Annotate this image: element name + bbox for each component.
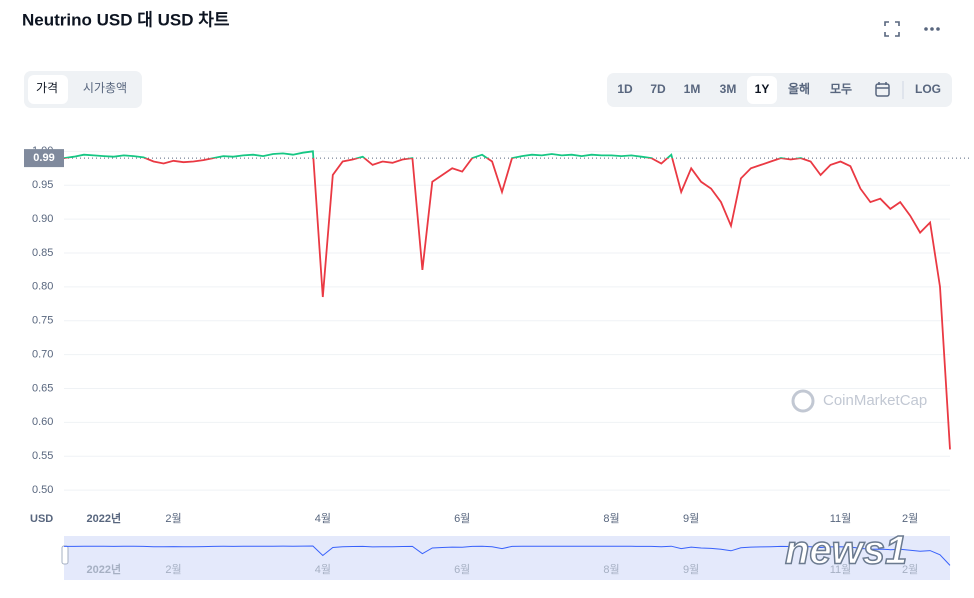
y-tick-label: 0.95 xyxy=(32,179,53,191)
x-tick-label: 11월 xyxy=(830,512,852,525)
navigator-tick-label: 9월 xyxy=(683,563,699,576)
range-group xyxy=(607,73,952,107)
log-button[interactable]: LOG xyxy=(915,82,941,96)
x-tick-label: 6월 xyxy=(454,512,470,525)
chart-title: Neutrino USD 대 USD 차트 xyxy=(22,10,230,29)
y-tick-label: 0.70 xyxy=(32,348,53,360)
news-watermark: news1 xyxy=(785,529,907,573)
watermark-logo xyxy=(791,389,815,413)
y-tick-label: 0.55 xyxy=(32,450,53,462)
range-active-bg xyxy=(747,76,777,104)
range-button[interactable]: 1M xyxy=(684,82,701,96)
y-tick-label: 0.65 xyxy=(32,382,53,394)
tab-active-bg xyxy=(28,75,68,104)
y-tick-label: 0.50 xyxy=(32,484,53,496)
range-button[interactable]: 1D xyxy=(617,82,633,96)
navigator-tick-label: 11월 xyxy=(830,563,852,576)
y-tick-label: 0.90 xyxy=(32,213,53,225)
x-tick-label: 2월 xyxy=(165,512,181,525)
price-badge-label: 0.99 xyxy=(33,152,54,164)
price-line-above xyxy=(63,150,804,159)
range-button[interactable]: 3M xyxy=(720,82,737,96)
navigator-line xyxy=(64,545,951,566)
x-tick-label: 8월 xyxy=(603,512,619,525)
tab[interactable]: 가격 xyxy=(36,81,58,95)
y-tick-label: 0.60 xyxy=(32,416,53,428)
navigator-tick-label: 6월 xyxy=(454,563,470,576)
navigator-tick-label: 2022년 xyxy=(87,562,122,576)
chart: 0.50 0.55 0.60 0.65 0.70 0.75 0.80 0.85 0.90 0.95… xyxy=(24,145,970,580)
navigator-tick-label: 2월 xyxy=(902,563,918,576)
x-tick-label: 9월 xyxy=(683,512,699,525)
x-tick-label: 4월 xyxy=(315,512,331,525)
navigator-handle[interactable] xyxy=(61,545,69,565)
fullscreen-icon[interactable] xyxy=(884,21,900,37)
y-tick-label: 0.75 xyxy=(32,315,53,327)
watermark: CoinMarketCap xyxy=(823,392,927,409)
y-tick-label: 0.80 xyxy=(32,281,53,293)
navigator-tick-label: 8월 xyxy=(603,563,619,576)
price-line-below xyxy=(63,158,951,450)
y-tick-label: 0.85 xyxy=(32,247,53,259)
calendar-icon[interactable] xyxy=(875,82,890,97)
range-button[interactable]: 모두 xyxy=(830,82,852,96)
navigator-tick-label: 4월 xyxy=(315,563,331,576)
x-tick-label: 2월 xyxy=(902,512,918,525)
x-tick-label: 2022년 xyxy=(87,511,122,525)
price-badge xyxy=(24,149,64,168)
more-icon[interactable] xyxy=(924,27,940,31)
tab[interactable]: 시가총액 xyxy=(83,81,127,95)
navigator xyxy=(64,536,950,580)
y-axis-label: USD xyxy=(30,513,53,525)
navigator-tick-label: 2월 xyxy=(165,563,181,576)
range-button[interactable]: 올해 xyxy=(788,82,810,96)
range-button[interactable]: 7D xyxy=(650,82,666,96)
range-button[interactable]: 1Y xyxy=(755,82,770,96)
